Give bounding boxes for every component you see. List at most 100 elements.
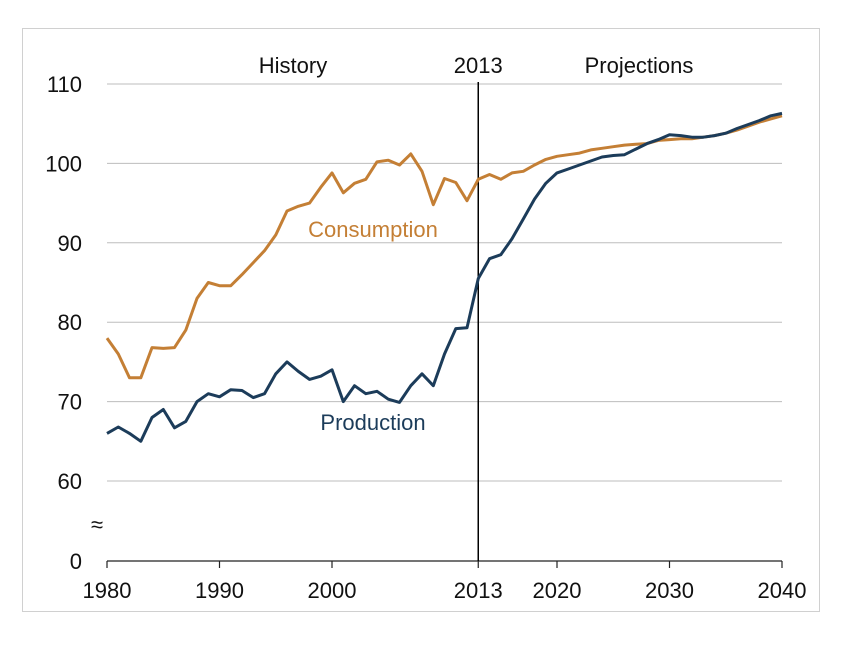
data-point-consumption-2031 (679, 137, 682, 140)
data-point-production-2028 (646, 142, 649, 145)
data-point-production-2025 (612, 154, 615, 157)
y-tick-label-0: 0 (70, 549, 82, 574)
data-point-production-1982 (128, 432, 131, 435)
data-point-production-2009 (432, 384, 435, 387)
data-point-consumption-1994 (263, 249, 266, 252)
x-tick-label-2020: 2020 (533, 578, 582, 603)
series-line-consumption (105, 114, 783, 380)
data-point-production-2001 (342, 400, 345, 403)
data-point-production-1985 (162, 408, 165, 411)
data-point-consumption-2039 (769, 117, 772, 120)
data-point-consumption-1996 (286, 210, 289, 213)
data-point-consumption-2004 (376, 160, 379, 163)
data-point-consumption-2024 (601, 147, 604, 150)
data-point-consumption-1985 (162, 347, 165, 350)
data-point-consumption-1999 (319, 186, 322, 189)
data-point-consumption-2022 (578, 152, 581, 155)
x-tick-label-2000: 2000 (308, 578, 357, 603)
data-point-production-2039 (769, 114, 772, 117)
data-point-consumption-2007 (409, 152, 412, 155)
data-point-production-1988 (196, 400, 199, 403)
data-point-production-2040 (781, 112, 784, 115)
series-line-production (106, 111, 783, 443)
data-point-consumption-2019 (544, 158, 547, 161)
data-point-production-2006 (398, 401, 401, 404)
data-point-consumption-2021 (567, 153, 570, 156)
data-point-consumption-1997 (297, 205, 300, 208)
data-point-production-2018 (533, 198, 536, 201)
data-point-consumption-2000 (331, 171, 334, 174)
x-axis-ticks: 1980 1990 2000 2013 2020 2030 2040 (83, 561, 806, 603)
axis-break-icon: ≈ (91, 512, 103, 537)
data-point-consumption-1988 (196, 297, 199, 300)
data-point-consumption-2012 (466, 199, 469, 202)
header-projections: Projections (585, 53, 694, 78)
data-point-production-1984 (151, 416, 154, 419)
data-point-production-1991 (229, 388, 232, 391)
data-point-production-2015 (499, 253, 502, 256)
data-point-production-1983 (139, 440, 142, 443)
data-point-consumption-2025 (612, 145, 615, 148)
data-point-consumption-2023 (589, 148, 592, 151)
data-point-production-2023 (589, 160, 592, 163)
data-point-production-2017 (522, 218, 525, 221)
y-tick-label-110: 110 (47, 72, 82, 97)
chart-frame (22, 28, 820, 612)
header-history: History (259, 53, 327, 78)
data-point-consumption-2002 (353, 182, 356, 185)
data-point-consumption-2016 (511, 171, 514, 174)
series-label-production: Production (320, 410, 425, 435)
data-point-production-1981 (117, 426, 120, 429)
data-point-production-2010 (443, 353, 446, 356)
data-point-consumption-1982 (128, 376, 131, 379)
data-point-production-2019 (544, 182, 547, 185)
data-point-production-2027 (634, 148, 637, 151)
data-point-production-1993 (252, 396, 255, 399)
y-tick-label-100: 100 (45, 151, 82, 176)
data-points (106, 112, 784, 443)
data-point-consumption-1998 (308, 202, 311, 205)
data-point-consumption-2017 (522, 170, 525, 173)
data-point-consumption-2008 (421, 170, 424, 173)
x-tick-label-2013: 2013 (454, 578, 503, 603)
data-point-consumption-1980 (106, 337, 109, 340)
data-point-consumption-2011 (454, 181, 457, 184)
data-point-production-1990 (218, 395, 221, 398)
data-point-consumption-1992 (241, 273, 244, 276)
data-point-production-1989 (207, 392, 210, 395)
data-point-consumption-1993 (252, 261, 255, 264)
data-point-production-2013 (477, 277, 480, 280)
data-point-consumption-1984 (151, 346, 154, 349)
gridlines (107, 83, 782, 482)
data-point-consumption-2026 (623, 144, 626, 147)
data-point-production-2029 (657, 138, 660, 141)
y-tick-label-90: 90 (58, 231, 82, 256)
data-point-consumption-2027 (634, 143, 637, 146)
data-point-consumption-2014 (488, 173, 491, 176)
x-tick-label-2030: 2030 (645, 578, 694, 603)
data-point-production-1980 (106, 432, 109, 435)
data-point-consumption-2001 (342, 191, 345, 194)
data-point-production-2031 (679, 134, 682, 137)
data-point-consumption-1981 (117, 353, 120, 356)
data-point-production-2021 (567, 168, 570, 171)
data-point-consumption-1983 (139, 376, 142, 379)
data-point-production-2022 (578, 164, 581, 167)
y-tick-label-80: 80 (58, 310, 82, 335)
data-point-consumption-2005 (387, 159, 390, 162)
data-point-consumption-2030 (668, 138, 671, 141)
data-point-consumption-1990 (218, 284, 221, 287)
data-point-production-1999 (319, 375, 322, 378)
series-label-consumption: Consumption (308, 217, 438, 242)
data-point-consumption-2013 (477, 178, 480, 181)
y-axis-ticks: 0 60 70 80 90 100 110 (45, 72, 82, 574)
data-point-production-2030 (668, 133, 671, 136)
data-point-production-2005 (387, 398, 390, 401)
data-point-production-1998 (308, 378, 311, 381)
data-point-consumption-1995 (274, 233, 277, 236)
data-point-production-1986 (173, 426, 176, 429)
data-point-production-2014 (488, 257, 491, 260)
data-point-production-2003 (364, 392, 367, 395)
data-point-production-2032 (691, 136, 694, 139)
